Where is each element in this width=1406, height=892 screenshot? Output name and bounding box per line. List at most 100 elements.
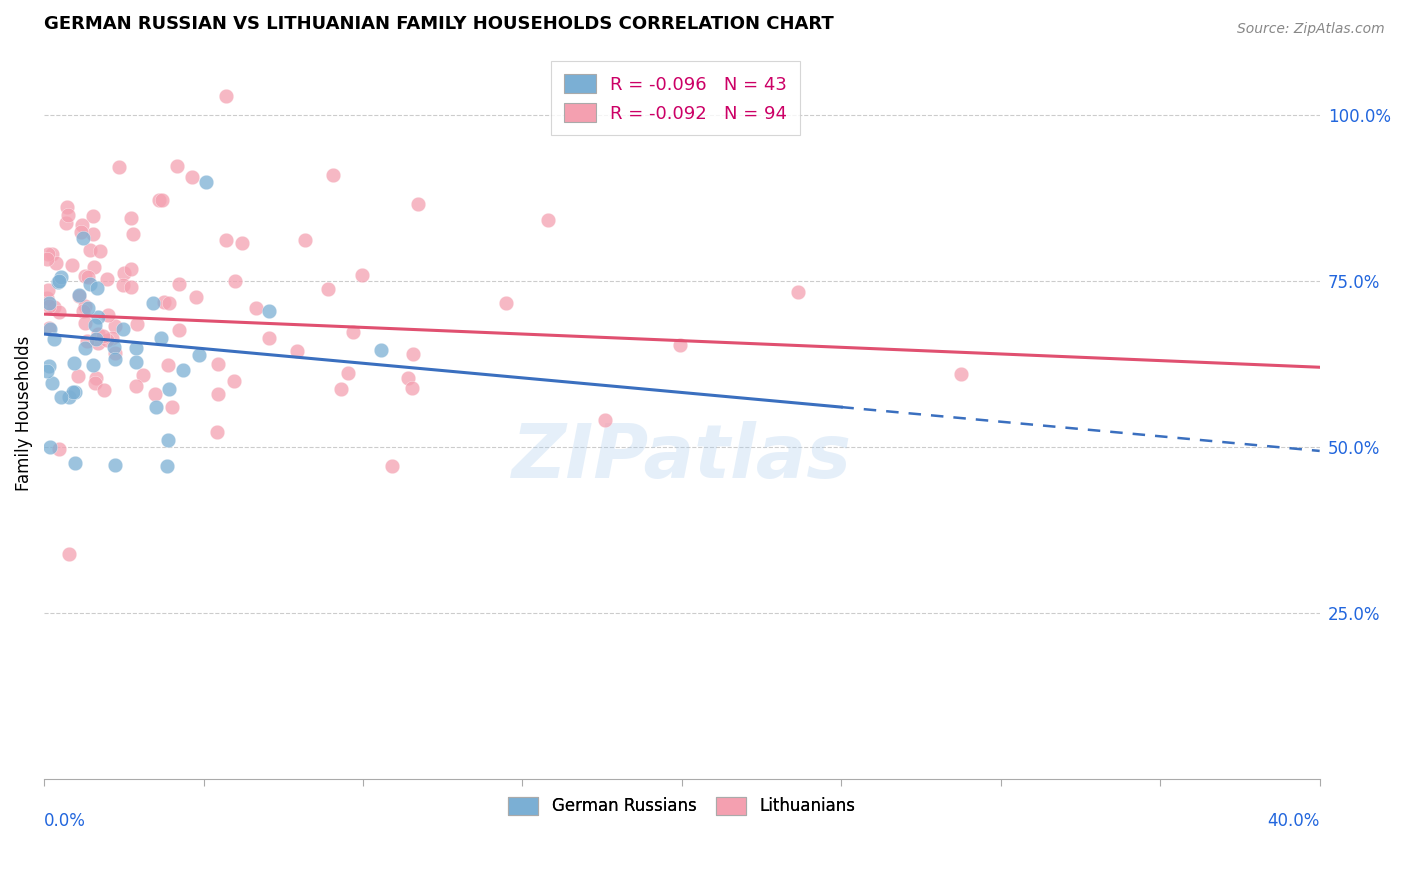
Point	[86, 281, 108, 295]
Point	[89, 244, 111, 259]
Point	[37, 364, 59, 378]
Point	[83, 318, 105, 332]
Point	[322, 168, 344, 182]
Point	[83, 376, 105, 390]
Point	[86, 332, 108, 346]
Point	[62, 356, 84, 370]
Point	[67, 288, 90, 302]
Point	[157, 382, 180, 396]
Point	[108, 160, 131, 174]
Point	[73, 341, 96, 355]
Point	[180, 170, 202, 185]
Point	[205, 425, 228, 439]
Point	[49, 390, 72, 404]
Point	[120, 261, 142, 276]
Point	[149, 331, 172, 345]
Point	[84, 371, 107, 385]
Text: 0.0%: 0.0%	[44, 812, 86, 830]
Point	[37, 291, 59, 305]
Point	[82, 358, 104, 372]
Point	[73, 269, 96, 284]
Point	[38, 296, 60, 310]
Point	[73, 316, 96, 330]
Point	[87, 336, 110, 351]
Point	[38, 359, 60, 373]
Point	[93, 384, 115, 398]
Point	[152, 193, 174, 207]
Point	[336, 366, 359, 380]
Point	[329, 382, 352, 396]
Point	[132, 368, 155, 383]
Point	[194, 175, 217, 189]
Point	[172, 363, 194, 377]
Point	[82, 227, 104, 241]
Point	[156, 458, 179, 473]
Point	[60, 259, 83, 273]
Point	[187, 348, 209, 362]
Text: 40.0%: 40.0%	[1267, 812, 1320, 830]
Point	[38, 321, 60, 335]
Text: GERMAN RUSSIAN VS LITHUANIAN FAMILY HOUSEHOLDS CORRELATION CHART: GERMAN RUSSIAN VS LITHUANIAN FAMILY HOUS…	[44, 15, 834, 33]
Point	[215, 233, 238, 247]
Point	[148, 193, 170, 207]
Point	[87, 327, 110, 342]
Point	[65, 384, 87, 399]
Point	[593, 413, 616, 427]
Point	[124, 379, 146, 393]
Point	[45, 255, 67, 269]
Point	[76, 301, 98, 316]
Point	[41, 376, 63, 390]
Point	[127, 317, 149, 331]
Point	[76, 270, 98, 285]
Point	[145, 400, 167, 414]
Point	[257, 331, 280, 345]
Point	[103, 458, 125, 472]
Text: Source: ZipAtlas.com: Source: ZipAtlas.com	[1237, 22, 1385, 37]
Point	[79, 243, 101, 257]
Point	[294, 233, 316, 247]
Point	[156, 358, 179, 372]
Point	[37, 252, 59, 266]
Point	[169, 277, 191, 291]
Point	[537, 212, 560, 227]
Point	[41, 247, 63, 261]
Point	[285, 343, 308, 358]
Point	[402, 347, 425, 361]
Point	[56, 209, 79, 223]
Point	[215, 88, 238, 103]
Point	[142, 296, 165, 310]
Point	[166, 159, 188, 173]
Point	[39, 322, 62, 336]
Point	[157, 296, 180, 310]
Y-axis label: Family Households: Family Households	[15, 336, 32, 491]
Point	[231, 235, 253, 250]
Point	[42, 301, 65, 315]
Point	[143, 386, 166, 401]
Point	[67, 369, 90, 384]
Point	[38, 299, 60, 313]
Point	[224, 274, 246, 288]
Point	[104, 346, 127, 360]
Point	[112, 321, 135, 335]
Point	[495, 296, 517, 310]
Point	[786, 285, 808, 299]
Point	[104, 352, 127, 367]
Point	[401, 381, 423, 395]
Point	[120, 280, 142, 294]
Point	[70, 218, 93, 232]
Point	[67, 289, 90, 303]
Point	[122, 227, 145, 241]
Point	[48, 305, 70, 319]
Point	[949, 368, 972, 382]
Point	[350, 268, 373, 282]
Text: ZIPatlas: ZIPatlas	[512, 421, 852, 494]
Point	[207, 387, 229, 401]
Point	[101, 331, 124, 345]
Point	[406, 197, 429, 211]
Point	[51, 270, 73, 285]
Point	[91, 329, 114, 343]
Point	[87, 310, 110, 324]
Point	[222, 374, 245, 388]
Point	[167, 323, 190, 337]
Point	[316, 282, 339, 296]
